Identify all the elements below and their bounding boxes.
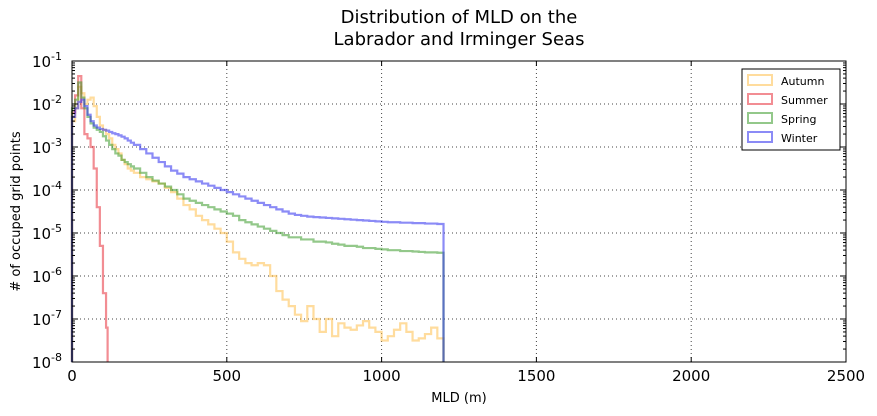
y-tick-label: 10-3: [32, 136, 62, 157]
x-tick-label: 1500: [517, 367, 555, 385]
y-tick-label: 10-2: [32, 93, 62, 114]
legend-swatch-winter: [747, 131, 773, 143]
axis-ticks: 0 500 1000 1500 2000 250010-110-210-310-410-5…: [32, 50, 865, 385]
y-tick-base: 10: [32, 268, 51, 286]
plot-frame: [71, 60, 847, 363]
y-tick-label: 10-6: [32, 265, 62, 286]
x-axis-label: MLD (m): [431, 391, 486, 406]
y-tick-exponent: -3: [51, 136, 62, 149]
y-tick-base: 10: [32, 96, 51, 114]
series-line-winter: [70, 98, 445, 362]
x-tick-label: 2000: [672, 367, 710, 385]
y-tick-exponent: -5: [51, 222, 62, 235]
legend-label-autumn: Autumn: [781, 75, 824, 88]
x-tick-label: 0: [67, 367, 77, 385]
y-tick-exponent: -8: [51, 351, 62, 364]
y-tick-exponent: -1: [51, 50, 62, 63]
y-tick-base: 10: [32, 182, 51, 200]
y-tick-exponent: -4: [51, 179, 62, 192]
chart-title-line-1: Distribution of MLD on the: [340, 7, 578, 28]
x-tick-label: 1000: [363, 367, 401, 385]
y-tick-base: 10: [32, 225, 51, 243]
chart-title-line-2: Labrador and Irminger Seas: [333, 29, 585, 50]
y-tick-label: 10-8: [32, 351, 62, 372]
legend-label-summer: Summer: [781, 94, 828, 107]
y-tick-base: 10: [32, 53, 51, 71]
y-tick-base: 10: [32, 354, 51, 372]
y-tick-label: 10-7: [32, 308, 62, 329]
y-tick-label: 10-1: [32, 50, 62, 71]
y-tick-base: 10: [32, 311, 51, 329]
legend-label-winter: Winter: [781, 132, 818, 145]
series-line-autumn: [70, 85, 445, 362]
y-tick-label: 10-4: [32, 179, 62, 200]
x-tick-label: 2500: [827, 367, 865, 385]
x-tick-label: 500: [212, 367, 241, 385]
legend-swatch-spring: [747, 112, 773, 124]
y-tick-exponent: -6: [51, 265, 62, 278]
legend-swatch-autumn: [747, 74, 773, 86]
y-tick-label: 10-5: [32, 222, 62, 243]
y-tick-exponent: -2: [51, 93, 62, 106]
legend-label-spring: Spring: [781, 113, 817, 126]
series-lines: [70, 74, 445, 362]
y-tick-base: 10: [32, 139, 51, 157]
legend-box: [741, 68, 841, 151]
y-tick-exponent: -7: [51, 308, 62, 321]
series-line-spring: [70, 81, 445, 362]
legend: Autumn Summer Spring Winter: [741, 68, 841, 151]
legend-swatch-summer: [747, 93, 773, 105]
y-axis-label: # of occuped grid points: [9, 131, 24, 292]
grid-lines: [72, 61, 846, 362]
